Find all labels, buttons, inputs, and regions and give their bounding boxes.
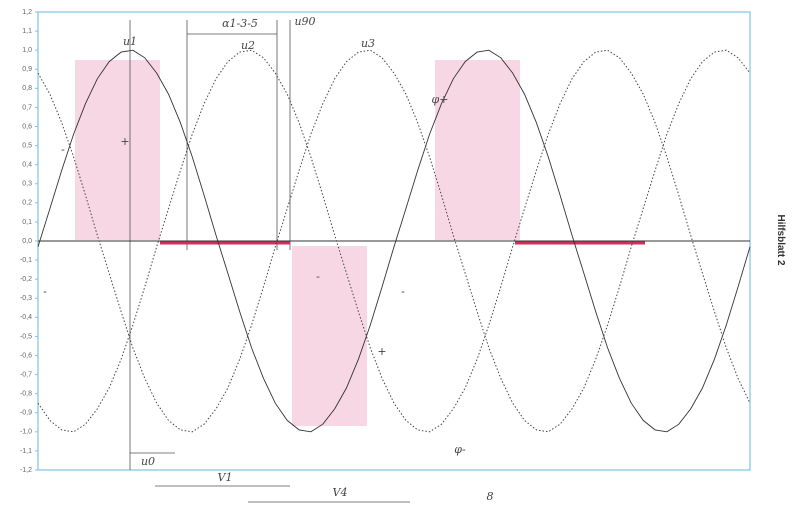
y-tick-label: -0,5	[20, 333, 32, 340]
y-tick-label: 0,8	[22, 85, 32, 92]
y-tick-label: 1,0	[22, 47, 32, 54]
y-tick-label: -0,3	[20, 295, 32, 302]
y-tick-label: 1,2	[22, 9, 32, 16]
annotation: -	[316, 270, 320, 283]
side-label: Hilfsblatt 2	[775, 214, 786, 266]
y-tick-label: 0,2	[22, 200, 32, 207]
y-tick-label: 0,5	[22, 142, 32, 149]
y-tick-label: 0,3	[22, 181, 32, 188]
annotation: u0	[141, 455, 155, 468]
shading	[75, 60, 160, 240]
annotation: -	[401, 285, 405, 298]
annotation: V4	[333, 486, 348, 499]
shading	[292, 246, 367, 426]
annotation: u1	[123, 35, 137, 48]
y-tick-label: -0,8	[20, 391, 32, 398]
series-line	[37, 49, 751, 433]
y-tick-label: 0,6	[22, 123, 32, 130]
shading	[435, 60, 520, 240]
y-tick-label: -1,2	[20, 467, 32, 474]
annotation: V1	[218, 471, 233, 484]
annotation: +	[120, 135, 129, 148]
y-tick-label: 0,1	[22, 219, 32, 226]
y-tick-label: 0,4	[22, 162, 32, 169]
y-tick-label: -0,7	[20, 371, 32, 378]
y-tick-label: -0,4	[20, 314, 32, 321]
annotation: -	[43, 285, 47, 298]
annotation: α1-3-5	[222, 17, 258, 30]
y-tick-label: -0,6	[20, 352, 32, 359]
annotation: u3	[361, 37, 375, 50]
y-tick-label: -0,1	[20, 257, 32, 264]
annotation: φ+	[432, 93, 449, 106]
annotation: u2	[241, 39, 255, 52]
y-tick-label: 0,7	[22, 104, 32, 111]
y-tick-label: -1,1	[20, 448, 32, 455]
y-tick-label: -1,0	[20, 429, 32, 436]
y-tick-label: -0,9	[20, 410, 32, 417]
annotation: u90	[294, 15, 315, 28]
construction-lines	[129, 20, 410, 503]
y-tick-label: 1,1	[22, 28, 32, 35]
annotation: φ-	[454, 443, 466, 456]
y-tick-label: -0,2	[20, 276, 32, 283]
y-tick-label: 0,0	[22, 238, 32, 245]
annotation: 8	[487, 490, 494, 503]
y-tick-label: 0,9	[22, 66, 32, 73]
hand-shading	[75, 60, 520, 426]
annotation: +	[377, 345, 386, 358]
annotation: -	[61, 143, 65, 156]
